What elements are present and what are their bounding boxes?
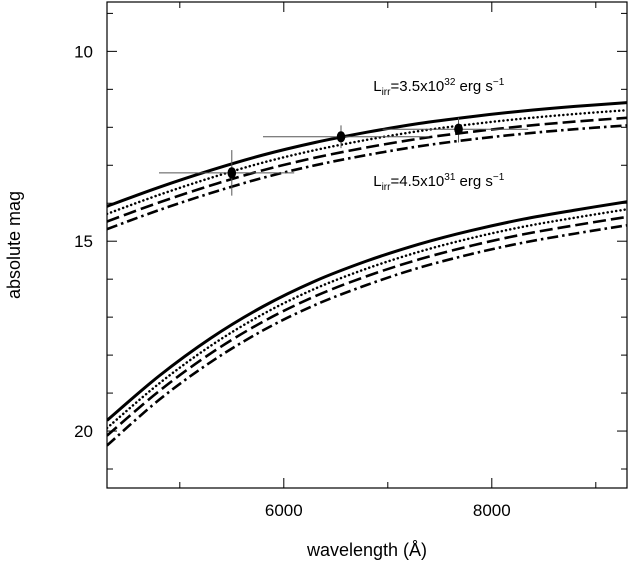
x-tick-label: 6000 bbox=[265, 501, 303, 520]
data-point-1 bbox=[159, 150, 295, 196]
data-marker bbox=[454, 123, 463, 135]
curve-lower-dashed bbox=[107, 215, 627, 437]
y-tick-label: 20 bbox=[74, 422, 93, 441]
data-point-3 bbox=[382, 117, 529, 143]
annotations: Lirr=3.5x1032 erg s−1 Lirr=4.5x1031 erg s… bbox=[373, 77, 505, 193]
curve-lower-dashdot bbox=[107, 224, 627, 447]
data-point-2 bbox=[263, 125, 430, 149]
x-axis-label: wavelength (Å) bbox=[306, 540, 427, 560]
annotation-upper: Lirr=3.5x1032 erg s−1 bbox=[373, 77, 505, 98]
curve-lower-dotted bbox=[107, 208, 627, 430]
curve-upper-dashdot bbox=[107, 124, 627, 231]
y-tick-label: 15 bbox=[74, 232, 93, 251]
x-tick-label: 8000 bbox=[473, 501, 511, 520]
data-marker bbox=[227, 167, 237, 179]
axes: 6000 8000 10 15 20 bbox=[74, 1, 628, 520]
model-curves bbox=[107, 101, 627, 447]
plot-frame bbox=[106, 1, 628, 489]
curve-upper-solid bbox=[107, 101, 627, 208]
data-marker bbox=[336, 131, 346, 143]
curve-lower-solid bbox=[107, 200, 627, 422]
y-axis-label: absolute mag bbox=[4, 191, 24, 299]
curve-upper-dashed bbox=[107, 116, 627, 223]
curve-upper-dotted bbox=[107, 108, 627, 216]
y-tick-label: 10 bbox=[74, 42, 93, 61]
data-points bbox=[159, 117, 529, 196]
annotation-lower: Lirr=4.5x1031 erg s−1 bbox=[373, 172, 505, 193]
